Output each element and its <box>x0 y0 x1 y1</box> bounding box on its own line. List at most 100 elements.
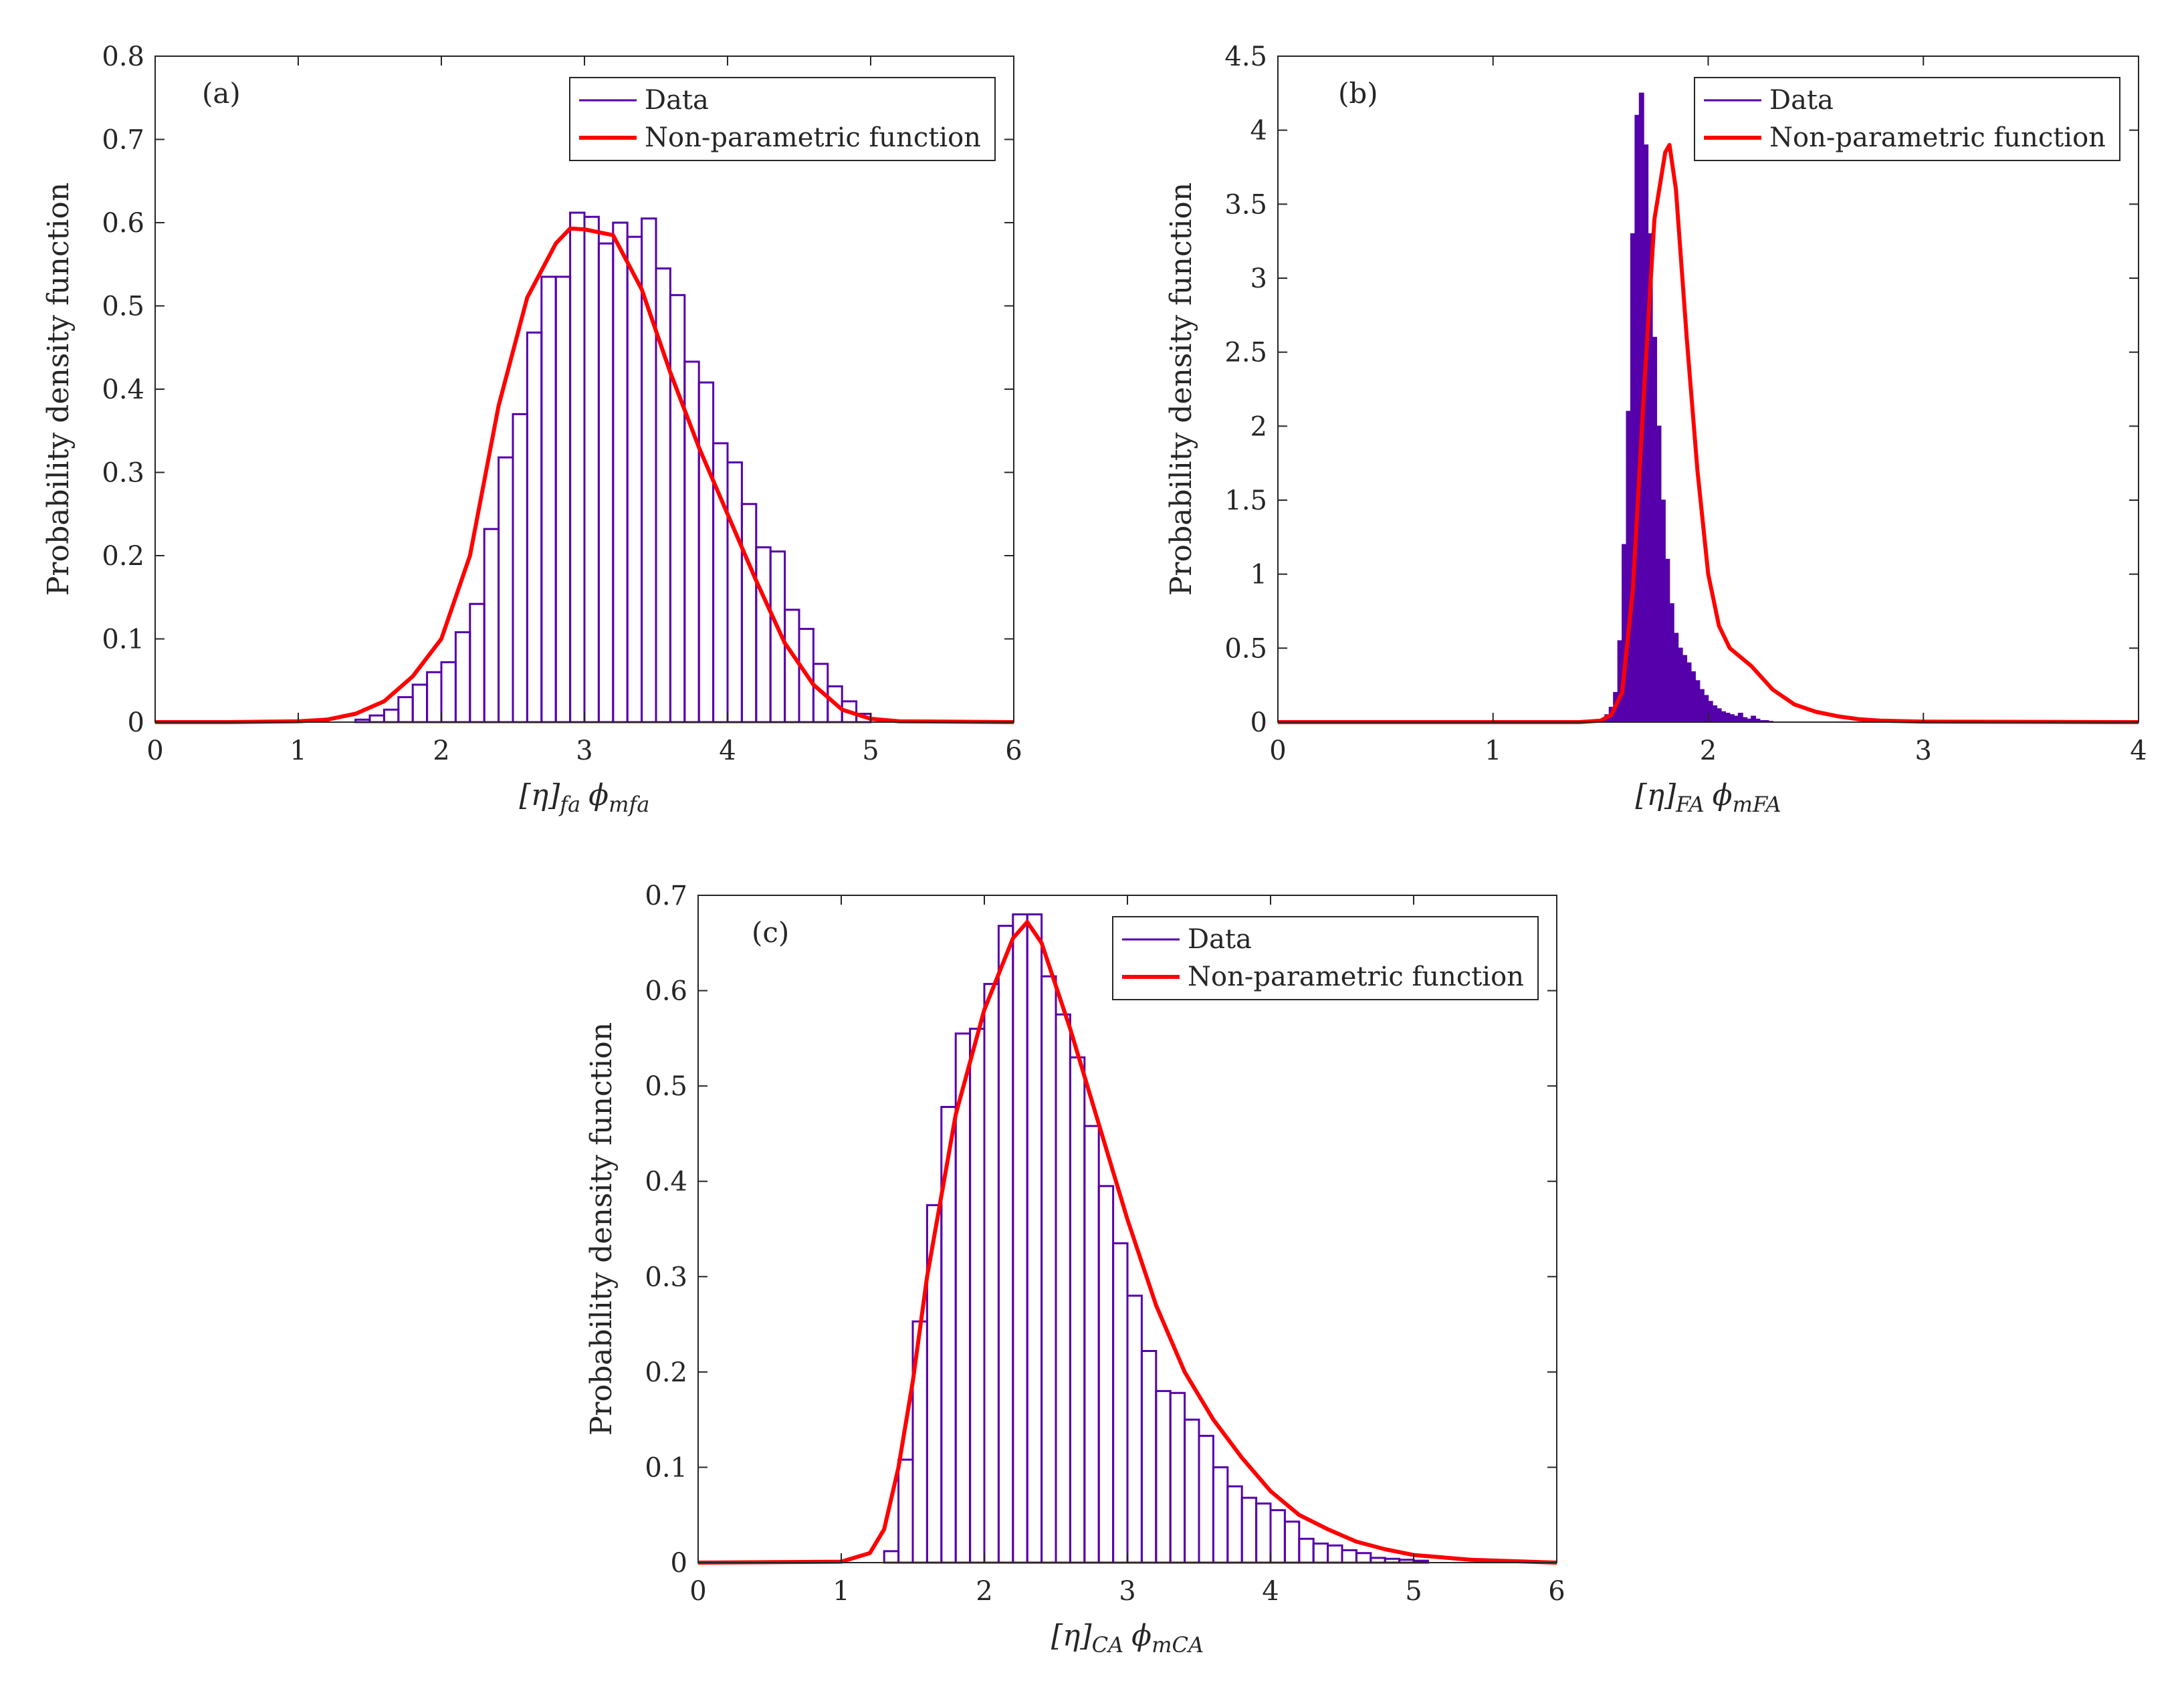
histogram-bar <box>1695 680 1701 723</box>
histogram-bar <box>1712 705 1718 723</box>
x-tick-label: 0 <box>1269 736 1286 766</box>
histogram-bar <box>1729 714 1735 723</box>
x-axis-label-sub2: mfa <box>609 792 649 817</box>
y-tick-label: 0.3 <box>645 1262 687 1292</box>
plot-area <box>1278 56 2139 722</box>
fit-curve <box>155 226 1014 724</box>
x-axis-label-sub2: mFA <box>1733 792 1781 817</box>
y-tick-label: 4 <box>1250 116 1267 146</box>
x-axis-label: [η]CA ϕmCA <box>1051 1619 1204 1658</box>
y-ticks: 0 0.1 0.2 0.3 0.4 0.5 0.6 0.7 0.8 <box>102 41 1014 738</box>
x-tick-label: 4 <box>2130 736 2147 766</box>
fit-curve <box>697 919 1557 1565</box>
y-tick-label: 0.3 <box>102 458 144 489</box>
histogram-bar <box>1690 671 1696 723</box>
y-tick-label: 3.5 <box>1224 189 1267 220</box>
x-tick-label: 0 <box>146 736 163 766</box>
histogram-bar <box>1643 144 1649 723</box>
histogram-bar <box>1673 633 1679 723</box>
y-axis-label: Probability density function <box>1164 183 1198 596</box>
y-tick-label: 3 <box>1250 263 1267 294</box>
legend-box <box>569 77 996 161</box>
histogram-bar <box>1733 715 1739 723</box>
y-tick-label: 1 <box>1250 560 1267 590</box>
x-ticks: 0 1 2 3 4 5 6 <box>689 895 1565 1607</box>
fit-curve <box>1278 142 2139 724</box>
x-tick-label: 2 <box>1700 736 1717 766</box>
histogram-bar <box>1686 662 1692 723</box>
y-tick-label: 0.1 <box>102 625 144 655</box>
histogram-bar <box>1721 711 1726 723</box>
panel-a: 0 1 2 3 4 5 6 0 0.1 0.2 0.3 0.4 0.5 0.6 0.7 0.8 (a) Proba… <box>41 41 1022 817</box>
legend-entry-data: Data <box>1769 85 1834 116</box>
legend-box <box>1112 916 1539 1000</box>
x-ticks: 0 1 2 3 4 5 6 <box>146 56 1022 766</box>
y-tick-label: 4.5 <box>1224 41 1267 72</box>
x-axis-label-sub1: CA <box>1092 1632 1124 1658</box>
y-tick-label: 0.2 <box>102 541 144 572</box>
x-axis-label: [η]fa ϕmfa <box>520 778 650 817</box>
x-axis-label-phi: ϕ <box>588 778 609 812</box>
x-tick-label: 3 <box>1119 1576 1135 1607</box>
x-axis-label-phi: ϕ <box>1713 778 1733 812</box>
y-axis-label: Probability density function <box>584 1022 619 1436</box>
x-axis-label-base: [η] <box>1635 778 1676 812</box>
x-tick-label: 1 <box>1485 736 1501 766</box>
legend-entry-data: Data <box>645 85 709 116</box>
x-axis-label-base: [η] <box>520 778 561 812</box>
y-tick-label: 2.5 <box>1224 338 1267 368</box>
x-axis-label-sub1: fa <box>558 792 580 817</box>
x-tick-label: 4 <box>719 736 736 766</box>
x-axis-label-sub1: FA <box>1675 792 1705 817</box>
x-tick-label: 5 <box>1405 1576 1422 1607</box>
legend: Data Non-parametric function <box>1694 77 2120 161</box>
y-tick-label: 0.5 <box>1224 633 1267 664</box>
x-axis-label-base: [η] <box>1051 1619 1093 1653</box>
legend: Data Non-parametric function <box>1112 916 1539 1000</box>
x-tick-label: 2 <box>976 1576 992 1607</box>
legend-entry-data: Data <box>1188 924 1252 955</box>
y-tick-label: 0 <box>1250 707 1267 738</box>
y-tick-label: 0 <box>128 707 144 738</box>
x-tick-label: 6 <box>1548 1576 1565 1607</box>
x-tick-label: 5 <box>862 736 879 766</box>
y-tick-label: 1.5 <box>1224 485 1267 516</box>
y-tick-label: 0.6 <box>102 208 144 239</box>
x-axis-label-sub2: mCA <box>1152 1632 1204 1658</box>
y-tick-label: 0.7 <box>645 881 687 911</box>
y-tick-label: 0.4 <box>645 1167 687 1198</box>
y-tick-label: 0 <box>671 1548 687 1579</box>
histogram-bar <box>1630 233 1636 723</box>
x-tick-label: 4 <box>1262 1576 1279 1607</box>
x-tick-label: 6 <box>1005 736 1022 766</box>
histogram-bar <box>1737 712 1743 723</box>
y-tick-label: 0.4 <box>102 374 144 405</box>
x-axis-label: [η]FA ϕmFA <box>1635 778 1781 817</box>
legend-entry-fit: Non-parametric function <box>1769 122 2106 153</box>
y-tick-label: 0.5 <box>102 292 144 322</box>
panel-label: (c) <box>752 916 789 949</box>
histogram-bar <box>1656 425 1662 723</box>
panel-b: 0 1 2 3 4 0 0.5 1 1.5 2 2.5 3 3.5 4 4.5 (b) Probability … <box>1164 41 2147 817</box>
x-tick-label: 1 <box>290 736 306 766</box>
y-tick-label: 0.6 <box>645 976 687 1007</box>
histogram-bar <box>1668 603 1674 723</box>
legend-box <box>1694 77 2120 161</box>
histogram-bar <box>1677 647 1683 723</box>
y-tick-label: 0.2 <box>645 1357 687 1388</box>
x-tick-label: 0 <box>689 1576 706 1607</box>
x-tick-label: 3 <box>576 736 592 766</box>
legend-entry-fit: Non-parametric function <box>1188 962 1524 992</box>
histogram-bar <box>1682 655 1688 723</box>
x-tick-label: 1 <box>833 1576 849 1607</box>
histogram-bar <box>1626 411 1632 723</box>
y-tick-label: 0.8 <box>102 41 144 72</box>
y-ticks: 0 0.5 1 1.5 2 2.5 3 3.5 4 4.5 <box>1224 41 2139 738</box>
x-axis-label-phi: ϕ <box>1131 1619 1152 1653</box>
y-ticks: 0 0.1 0.2 0.3 0.4 0.5 0.6 0.7 <box>645 881 1557 1579</box>
panel-c: 0 1 2 3 4 5 6 0 0.1 0.2 0.3 0.4 0.5 0.6 0.7 (c) Probabil… <box>584 881 1565 1658</box>
histogram-bar <box>1664 558 1670 723</box>
x-tick-label: 3 <box>1915 736 1932 766</box>
legend: Data Non-parametric function <box>569 77 996 161</box>
